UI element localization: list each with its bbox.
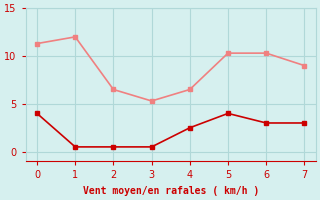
- X-axis label: Vent moyen/en rafales ( km/h ): Vent moyen/en rafales ( km/h ): [83, 186, 259, 196]
